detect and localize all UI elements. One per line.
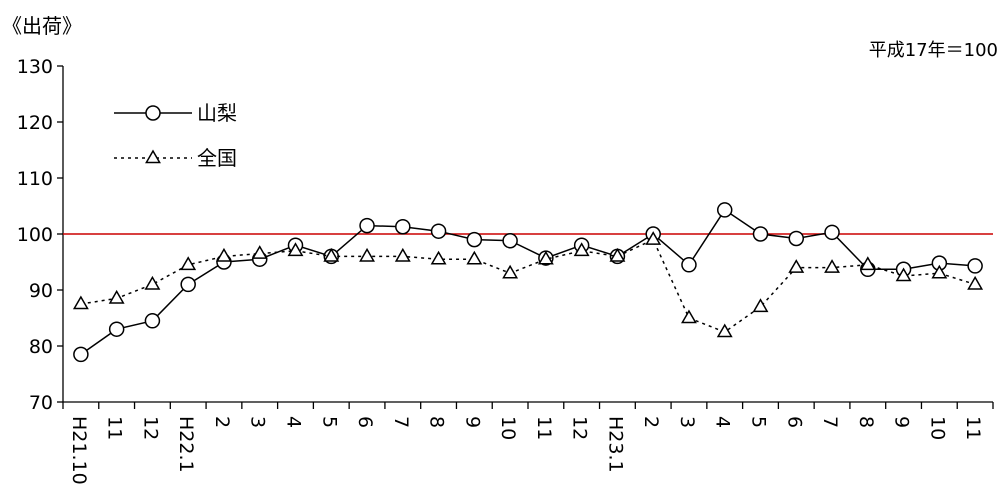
data-point-circle — [788, 230, 805, 247]
x-tick-label: 12 — [139, 416, 161, 440]
data-point-triangle — [216, 247, 232, 262]
x-tick-label: 4 — [283, 416, 305, 428]
x-tick-label: 4 — [712, 416, 734, 428]
x-tick-label: H22.1 — [175, 416, 197, 473]
data-point-triangle — [287, 242, 304, 257]
x-tick-label: 11 — [962, 416, 984, 440]
y-axis: 70 80 90 100 110 120 130 — [17, 56, 64, 414]
data-point-triangle — [537, 250, 554, 265]
legend-marker-circle — [145, 105, 161, 121]
y-tick-label: 100 — [17, 224, 53, 246]
data-point-triangle — [609, 247, 626, 262]
x-tick-label: 11 — [533, 416, 555, 440]
x-tick-label: 10 — [497, 416, 519, 440]
data-point-triangle — [502, 264, 519, 279]
y-tick-label: 90 — [29, 280, 53, 302]
data-point-triangle — [931, 264, 948, 279]
data-point-triangle — [752, 298, 769, 313]
x-tick-label: 3 — [676, 416, 698, 428]
x-tick-label: H21.10 — [68, 416, 90, 485]
data-point-triangle — [681, 309, 697, 324]
data-point-triangle — [144, 275, 161, 290]
series-group — [72, 202, 984, 363]
x-tick-label: 10 — [926, 416, 948, 440]
y-tick-label: 110 — [17, 168, 53, 190]
x-tick-label: 9 — [461, 416, 483, 428]
data-point-triangle — [895, 267, 912, 282]
x-tick-label: 11 — [104, 416, 126, 440]
x-tick-label: 2 — [211, 416, 233, 428]
x-tick-label: 7 — [390, 416, 412, 428]
x-tick-label: 5 — [748, 416, 770, 428]
data-point-triangle — [824, 259, 840, 273]
series-line-1 — [80, 208, 976, 356]
data-point-circle — [430, 223, 447, 239]
x-tick-label: 8 — [855, 416, 877, 428]
data-point-triangle — [859, 256, 876, 271]
data-point-triangle — [251, 245, 268, 259]
data-point-circle — [967, 258, 983, 274]
data-point-circle — [681, 257, 697, 273]
data-point-triangle — [645, 231, 662, 245]
series-line-2 — [80, 238, 976, 333]
data-point-circle — [108, 321, 125, 337]
data-point-triangle — [967, 275, 984, 290]
data-point-circle — [180, 276, 196, 293]
data-point-triangle — [180, 256, 197, 271]
data-point-triangle — [573, 242, 590, 257]
x-tick-label: H23.1 — [604, 416, 626, 473]
x-tick-label: 2 — [640, 416, 662, 428]
data-point-circle — [824, 224, 840, 241]
data-point-circle — [502, 232, 518, 249]
x-tick-label: 5 — [318, 416, 340, 428]
data-point-circle — [395, 218, 411, 235]
data-point-circle — [466, 231, 483, 248]
data-point-triangle — [430, 250, 447, 265]
unit-note: 平成17年＝100 — [869, 40, 998, 61]
data-point-circle — [716, 202, 733, 218]
y-tick-label: 120 — [17, 112, 53, 134]
y-tick-label: 70 — [29, 392, 53, 414]
legend-marker-triangle — [145, 149, 161, 164]
data-point-triangle — [788, 259, 805, 273]
data-point-triangle — [716, 323, 733, 338]
legend-label: 全国 — [197, 146, 237, 170]
x-tick-label: 6 — [354, 416, 376, 428]
data-point-triangle — [108, 289, 125, 304]
data-point-circle — [359, 217, 375, 234]
y-tick-label: 130 — [17, 56, 53, 78]
y-tick-label: 80 — [29, 336, 53, 358]
x-tick-label: 8 — [426, 416, 448, 428]
data-point-circle — [73, 346, 89, 363]
legend-label: 山梨 — [197, 101, 237, 125]
x-tick-label: 9 — [891, 416, 913, 428]
data-point-triangle — [359, 247, 375, 262]
data-point-triangle — [72, 295, 89, 310]
x-tick-label: 6 — [783, 416, 805, 428]
x-axis: H21.10 11 12 H22.1 2 3 4 5 6 7 8 9 10 11 12 H23.1 2 3 4 5 6 7… — [62, 401, 994, 485]
x-tick-label: 12 — [569, 416, 591, 440]
data-point-circle — [144, 313, 161, 329]
data-point-triangle — [394, 247, 411, 262]
x-tick-label: 3 — [247, 416, 269, 428]
data-point-triangle — [323, 247, 340, 262]
data-point-triangle — [466, 250, 483, 265]
chart-title: 《出荷》 — [2, 14, 82, 38]
x-tick-label: 7 — [819, 416, 841, 428]
data-point-circle — [752, 226, 769, 242]
